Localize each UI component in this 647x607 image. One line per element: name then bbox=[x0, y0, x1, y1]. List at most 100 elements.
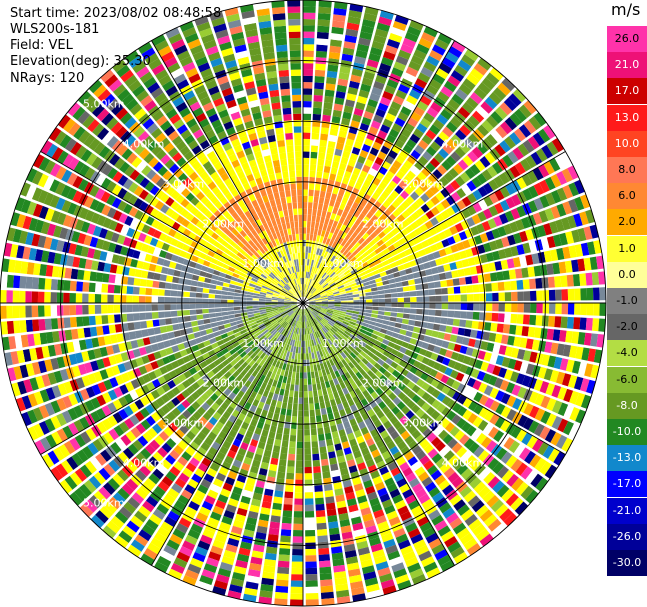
velocity-gate bbox=[201, 457, 212, 467]
velocity-gate bbox=[371, 162, 381, 172]
velocity-gate bbox=[454, 303, 461, 310]
velocity-gate bbox=[350, 580, 364, 590]
velocity-gate bbox=[493, 215, 503, 227]
velocity-gate bbox=[387, 106, 399, 117]
velocity-gate bbox=[33, 263, 41, 276]
velocity-gate bbox=[260, 313, 267, 317]
velocity-gate bbox=[318, 547, 330, 556]
velocity-gate bbox=[328, 239, 334, 247]
velocity-gate bbox=[457, 59, 472, 72]
velocity-gate bbox=[395, 339, 404, 346]
velocity-gate bbox=[273, 331, 280, 338]
velocity-gate bbox=[211, 366, 220, 375]
velocity-gate bbox=[216, 320, 224, 326]
velocity-gate bbox=[318, 370, 323, 377]
velocity-gate bbox=[90, 410, 101, 423]
velocity-gate bbox=[397, 307, 404, 313]
velocity-gate bbox=[327, 412, 335, 421]
velocity-gate bbox=[335, 142, 344, 151]
velocity-gate bbox=[370, 287, 378, 292]
velocity-gate bbox=[132, 313, 140, 321]
velocity-gate bbox=[327, 373, 333, 381]
velocity-gate bbox=[383, 315, 391, 321]
velocity-gate bbox=[583, 257, 592, 271]
velocity-gate bbox=[139, 278, 147, 287]
velocity-gate bbox=[395, 195, 405, 204]
velocity-gate bbox=[25, 291, 32, 303]
velocity-gate bbox=[379, 415, 389, 425]
velocity-gate bbox=[418, 155, 429, 166]
velocity-gate bbox=[110, 334, 118, 344]
velocity-gate bbox=[97, 89, 111, 103]
velocity-gate bbox=[116, 469, 129, 482]
velocity-gate bbox=[227, 470, 238, 480]
velocity-gate bbox=[308, 297, 315, 301]
velocity-gate bbox=[304, 290, 308, 298]
velocity-gate bbox=[549, 157, 561, 172]
velocity-gate bbox=[406, 239, 415, 248]
velocity-gate bbox=[115, 107, 129, 120]
velocity-gate bbox=[389, 283, 397, 289]
velocity-gate bbox=[282, 434, 290, 442]
velocity-gate bbox=[471, 500, 485, 513]
velocity-gate bbox=[315, 408, 321, 416]
velocity-gate bbox=[263, 269, 270, 276]
velocity-gate bbox=[305, 580, 318, 588]
velocity-gate bbox=[507, 234, 516, 246]
velocity-gate bbox=[536, 290, 543, 301]
velocity-gate bbox=[347, 412, 355, 421]
velocity-gate bbox=[196, 512, 208, 523]
velocity-gate bbox=[431, 267, 439, 275]
velocity-gate bbox=[377, 267, 386, 273]
velocity-gate bbox=[525, 338, 534, 350]
velocity-gate bbox=[383, 370, 392, 379]
velocity-gate bbox=[494, 144, 506, 157]
velocity-gate bbox=[306, 353, 309, 360]
velocity-gate bbox=[370, 283, 377, 288]
velocity-gate bbox=[175, 194, 185, 204]
velocity-gate bbox=[331, 350, 338, 358]
velocity-gate bbox=[218, 223, 227, 232]
velocity-gate bbox=[309, 320, 313, 327]
velocity-gate bbox=[124, 215, 134, 226]
velocity-gate bbox=[76, 449, 89, 463]
velocity-gate bbox=[342, 332, 349, 339]
velocity-gate bbox=[376, 410, 385, 419]
velocity-gate bbox=[227, 375, 236, 383]
velocity-gate bbox=[315, 304, 322, 307]
velocity-gate bbox=[542, 290, 550, 301]
velocity-gate bbox=[333, 309, 341, 313]
velocity-gate bbox=[126, 520, 140, 533]
velocity-gate bbox=[319, 401, 326, 409]
velocity-gate bbox=[0, 274, 8, 288]
velocity-gate bbox=[331, 546, 343, 554]
velocity-gate bbox=[222, 319, 230, 325]
velocity-gate bbox=[329, 128, 339, 136]
velocity-gate bbox=[117, 187, 128, 199]
velocity-gate bbox=[352, 294, 360, 298]
velocity-gate bbox=[529, 454, 542, 468]
velocity-gate bbox=[277, 566, 290, 575]
velocity-gate bbox=[341, 414, 349, 423]
velocity-gate bbox=[459, 124, 472, 137]
velocity-gate bbox=[451, 203, 461, 214]
velocity-gate bbox=[315, 301, 322, 303]
velocity-gate bbox=[363, 519, 376, 529]
velocity-gate bbox=[287, 460, 295, 467]
velocity-gate bbox=[305, 523, 315, 531]
velocity-gate bbox=[402, 395, 411, 405]
velocity-gate bbox=[506, 473, 519, 487]
velocity-gate bbox=[461, 208, 471, 219]
velocity-gate bbox=[437, 91, 450, 103]
velocity-gate bbox=[330, 226, 336, 234]
velocity-gate bbox=[89, 185, 100, 197]
velocity-gate bbox=[397, 334, 406, 341]
velocity-gate bbox=[272, 309, 279, 313]
velocity-gate bbox=[389, 556, 403, 567]
velocity-gate bbox=[411, 445, 423, 456]
velocity-gate bbox=[326, 438, 334, 447]
velocity-gate bbox=[345, 328, 353, 334]
velocity-gate bbox=[308, 285, 312, 292]
velocity-gate bbox=[68, 243, 77, 255]
velocity-gate bbox=[94, 188, 106, 200]
